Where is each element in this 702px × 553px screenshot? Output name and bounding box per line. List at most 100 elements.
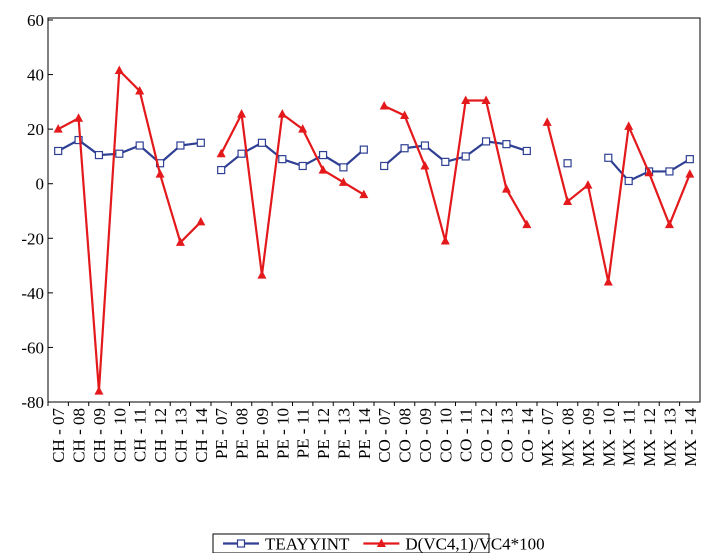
point — [481, 137, 491, 146]
legend-label: TEAYYINT — [265, 535, 350, 553]
point — [53, 124, 63, 133]
point — [542, 117, 552, 126]
x-tick-label: PE - 09 — [253, 408, 272, 459]
point — [502, 140, 511, 149]
x-tick-label: PE - 11 — [294, 408, 313, 458]
x-tick-label: MX - 11 — [620, 408, 639, 466]
point — [440, 236, 450, 245]
point — [563, 159, 572, 168]
x-tick-label: PE - 13 — [334, 408, 353, 459]
point — [216, 148, 226, 158]
point — [114, 65, 124, 74]
legend-marker — [376, 538, 386, 547]
x-tick-label: CH - 10 — [110, 408, 129, 463]
point — [522, 146, 531, 156]
x-tick-label: CO - 13 — [497, 408, 516, 463]
x-tick-label: CH - 07 — [49, 408, 68, 463]
x-tick-label: CH - 14 — [192, 408, 211, 463]
point — [237, 109, 247, 118]
x-tick-label: PE - 07 — [212, 408, 231, 460]
x-tick-label: PE - 08 — [233, 408, 252, 459]
point — [237, 149, 246, 158]
point — [400, 144, 409, 153]
point — [217, 165, 226, 175]
point — [481, 95, 491, 104]
x-tick-label: MX - 10 — [599, 408, 618, 467]
x-tick-label: MX - 13 — [660, 408, 679, 467]
point — [155, 169, 165, 178]
x-tick-label: MX - 14 — [681, 408, 700, 467]
x-tick-label: PE - 14 — [355, 408, 374, 460]
point — [277, 109, 287, 118]
x-tick-label: PE - 10 — [273, 408, 292, 459]
point — [441, 157, 450, 166]
x-tick-label: CO - 08 — [396, 408, 415, 463]
point — [257, 138, 267, 147]
point — [359, 145, 368, 154]
point — [196, 138, 205, 147]
point — [339, 163, 348, 172]
point — [94, 150, 104, 160]
point — [563, 196, 573, 205]
point — [338, 177, 348, 186]
point — [135, 85, 145, 95]
point — [400, 110, 410, 119]
point — [624, 176, 633, 186]
point — [94, 386, 104, 395]
point — [522, 219, 532, 229]
y-tick-label: 60 — [27, 11, 44, 30]
x-tick-label: CO - 12 — [477, 408, 496, 463]
legend: TEAYYINT D(VC4,1)/VC4*100 — [212, 533, 545, 553]
point — [420, 160, 430, 170]
x-tick-label: MX - 08 — [559, 408, 578, 467]
plot-frame — [47, 17, 701, 403]
x-tick-label: CO - 11 — [457, 408, 476, 462]
x-tick-label: CH - 08 — [70, 408, 89, 463]
y-tick-label: 0 — [36, 175, 45, 194]
point — [685, 169, 695, 178]
y-tick-label: 20 — [27, 120, 44, 139]
point — [379, 100, 389, 110]
point — [583, 180, 593, 189]
point — [115, 149, 124, 158]
x-tick-label: CH - 13 — [171, 408, 190, 463]
point — [624, 121, 634, 130]
point — [461, 95, 471, 104]
x-tick-label: CH - 12 — [151, 408, 170, 463]
y-tick-label: 40 — [27, 66, 44, 85]
y-tick-label: -80 — [21, 393, 44, 412]
x-tick-label: CO - 09 — [416, 408, 435, 463]
x-tick-label: MX - 12 — [640, 408, 659, 467]
point — [604, 153, 613, 162]
point — [665, 167, 674, 176]
legend-label: D(VC4,1)/VC4*100 — [405, 535, 544, 553]
point — [685, 155, 694, 164]
series-line — [57, 138, 691, 183]
point — [603, 276, 613, 286]
point — [318, 150, 328, 160]
x-tick-label: CO - 07 — [375, 408, 394, 463]
point — [318, 165, 328, 174]
point — [380, 161, 389, 171]
point — [278, 155, 287, 164]
point — [176, 141, 185, 150]
point — [257, 270, 267, 279]
x-tick-label: MX - 07 — [538, 408, 557, 467]
x-tick-label: PE - 12 — [314, 408, 333, 459]
point — [135, 141, 144, 150]
point — [74, 135, 83, 145]
y-tick-label: -40 — [21, 284, 44, 303]
point — [359, 189, 369, 199]
point — [664, 219, 674, 229]
point — [298, 124, 308, 133]
y-tick-label: -20 — [21, 229, 44, 248]
legend-marker — [236, 539, 246, 548]
point — [501, 184, 511, 193]
point — [298, 161, 307, 171]
point — [54, 146, 63, 156]
point — [74, 113, 84, 122]
point — [644, 167, 654, 177]
series-line — [57, 67, 691, 392]
point — [196, 216, 206, 226]
